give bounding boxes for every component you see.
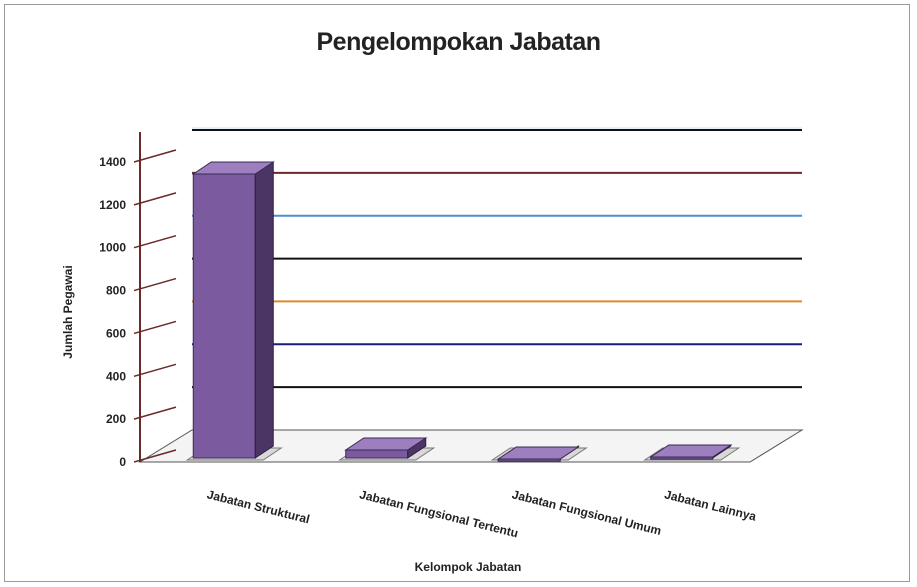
bar [193,174,255,458]
x-axis-label: Kelompok Jabatan [415,560,522,574]
bar [346,450,408,458]
y-tick-label: 1000 [99,241,126,255]
x-tick-label: Jabatan Struktural [206,487,312,526]
x-tick-label: Jabatan Fungsional Tertentu [358,487,520,540]
y-tick-label: 0 [119,455,126,469]
x-tick-label: Jabatan Fungsional Umum [511,487,663,538]
y-tick-label: 800 [106,284,126,298]
y-axis-label: Jumlah Pegawai [61,265,75,358]
y-tick-label: 400 [106,369,126,383]
y-tick-label: 600 [106,326,126,340]
bar-side [255,162,273,458]
y-tick-label: 200 [106,412,126,426]
y-tick-label: 1200 [99,198,126,212]
y-tick-label: 1400 [99,155,126,169]
x-tick-label: Jabatan Lainnya [663,487,758,523]
